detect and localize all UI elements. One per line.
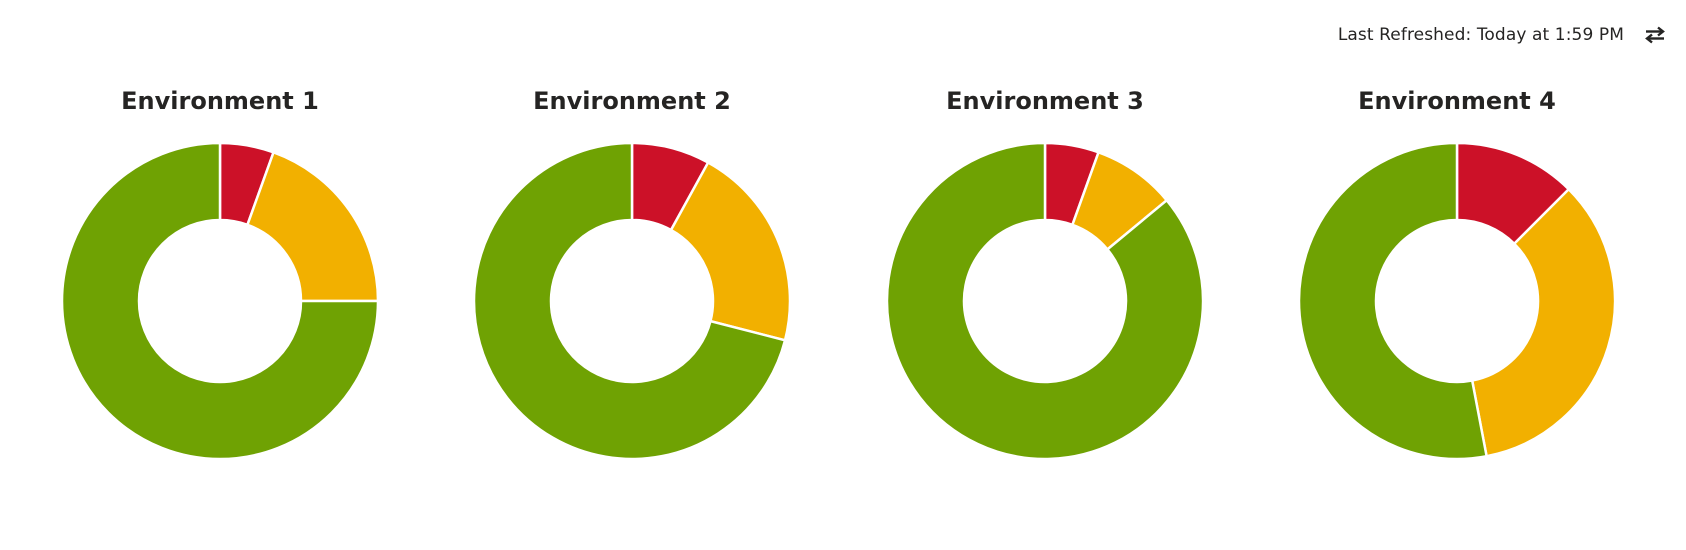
slice-yellow[interactable] xyxy=(245,150,380,303)
chart-title: Environment 2 xyxy=(533,87,731,115)
donut-chart-environment-2[interactable]: Environment 2 xyxy=(426,88,838,508)
refresh-bar: Last Refreshed: Today at 1:59 PM xyxy=(1338,20,1668,50)
donut-chart-environment-4[interactable]: Environment 4 xyxy=(1251,88,1663,508)
slice-green[interactable] xyxy=(1297,141,1489,461)
chart-title: Environment 3 xyxy=(946,87,1144,115)
last-refreshed-text: Last Refreshed: Today at 1:59 PM xyxy=(1337,25,1624,45)
chart-title: Environment 1 xyxy=(121,87,319,115)
slice-green[interactable] xyxy=(60,141,380,461)
slice-green[interactable] xyxy=(472,141,787,461)
slice-yellow[interactable] xyxy=(1470,187,1617,458)
slice-yellow[interactable] xyxy=(669,160,792,342)
donut-chart-svg xyxy=(885,141,1205,461)
donut-chart-svg xyxy=(472,141,792,461)
charts-row: Environment 1 Environment 2 Environment … xyxy=(0,88,1686,508)
donut-chart-svg xyxy=(60,141,380,461)
donut-chart-svg xyxy=(1297,141,1617,461)
chart-title: Environment 4 xyxy=(1358,87,1556,115)
refresh-arrows-icon[interactable] xyxy=(1642,22,1668,48)
slice-green[interactable] xyxy=(885,141,1205,461)
donut-chart-environment-1[interactable]: Environment 1 xyxy=(14,88,426,508)
donut-chart-environment-3[interactable]: Environment 3 xyxy=(839,88,1251,508)
